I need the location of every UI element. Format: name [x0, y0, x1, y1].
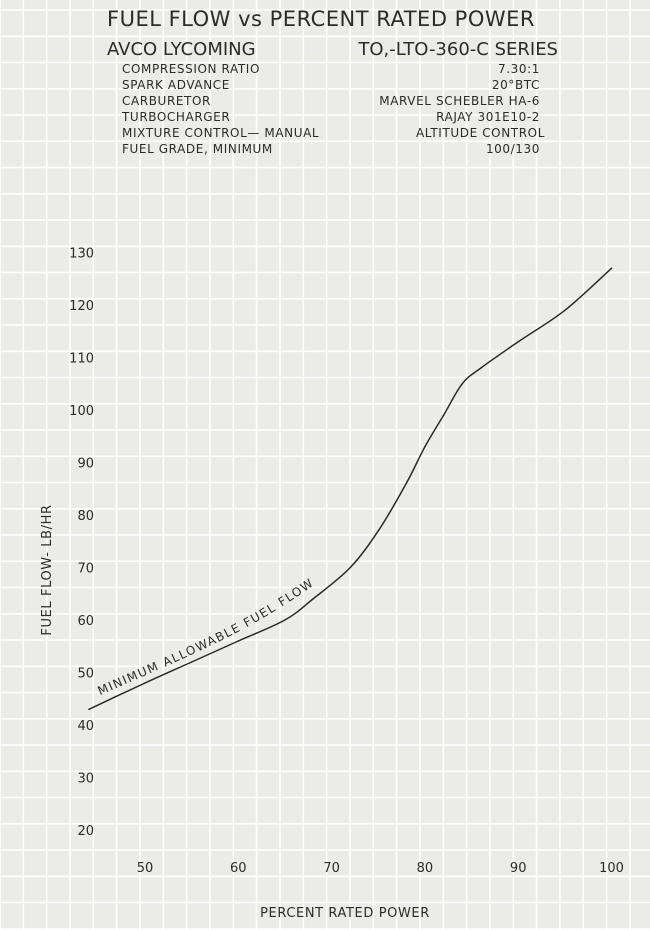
spec-label-carburetor: CARBURETOR: [122, 94, 211, 108]
y-tick-label-20: 20: [77, 824, 94, 839]
spec-label-fuel-grade: FUEL GRADE, MINIMUM: [122, 142, 273, 156]
x-tick-label-50: 50: [137, 861, 154, 876]
data-point-78: [405, 482, 408, 485]
x-tick-label-80: 80: [417, 861, 434, 876]
spec-value-fuel-grade: 100/130: [486, 142, 540, 156]
spec-label-turbocharger: TURBOCHARGER: [121, 110, 230, 124]
y-tick-label-130: 130: [69, 247, 94, 262]
data-point-100: [610, 267, 613, 270]
tick-labels: 50 60 70 80 90 100 20 30 40 50 60 70 80 90 100 110 120 13…: [69, 247, 624, 877]
data-point-95: [564, 309, 566, 312]
x-tick-label-60: 60: [230, 861, 247, 876]
data-point-68: [312, 598, 314, 600]
data-point-80: [424, 446, 426, 448]
data-point-50: [144, 682, 146, 684]
data-point-86: [480, 367, 482, 369]
engine-model: TO,-LTO-360-C SERIES: [357, 39, 558, 60]
spec-value-spark-advance: 20°BTC: [492, 78, 540, 92]
spec-label-spark-advance: SPARK ADVANCE: [122, 78, 230, 92]
y-tick-label-80: 80: [77, 509, 94, 524]
y-tick-label-50: 50: [77, 667, 94, 682]
spec-label-compression-ratio: COMPRESSION RATIO: [122, 62, 260, 76]
data-point-44: [88, 708, 90, 711]
x-tick-label-90: 90: [510, 861, 527, 876]
chart-title: FUEL FLOW vs PERCENT RATED POWER: [107, 7, 535, 31]
spec-value-mixture-control: ALTITUDE CONTROL: [416, 126, 545, 140]
series-line-minimum-allowable-fuel-flow: [88, 267, 613, 710]
y-tick-label-120: 120: [69, 299, 94, 314]
y-tick-label-100: 100: [69, 404, 94, 419]
data-point-90: [517, 341, 519, 343]
y-tick-label-30: 30: [77, 772, 94, 787]
y-tick-label-90: 90: [77, 457, 94, 472]
spec-value-turbocharger: RAJAY 301E10-2: [436, 110, 540, 124]
y-axis-label: FUEL FLOW- LB/HR: [40, 504, 55, 635]
y-tick-label-110: 110: [69, 352, 94, 367]
spec-label-mixture-control: MIXTURE CONTROL— MANUAL: [122, 126, 319, 140]
x-axis-label: PERCENT RATED POWER: [260, 906, 430, 921]
data-point-65: [284, 619, 286, 621]
spec-value-compression-ratio: 7.30:1: [498, 62, 540, 76]
x-tick-label-100: 100: [599, 861, 624, 876]
data-point-55: [190, 661, 193, 663]
data-point-72: [349, 566, 352, 569]
y-tick-label-40: 40: [77, 719, 94, 734]
y-tick-label-60: 60: [77, 614, 94, 629]
engine-make: AVCO LYCOMING: [107, 39, 256, 60]
y-tick-label-70: 70: [77, 562, 94, 577]
data-point-75: [377, 530, 380, 532]
spec-table: COMPRESSION RATIO 7.30:1 SPARK ADVANCE 2…: [121, 62, 545, 156]
data-point-82: [442, 414, 445, 417]
data-point-84: [461, 383, 464, 385]
x-tick-label-70: 70: [323, 861, 340, 876]
spec-value-carburetor: MARVEL SCHEBLER HA-6: [379, 94, 540, 108]
data-point-60: [237, 640, 240, 642]
